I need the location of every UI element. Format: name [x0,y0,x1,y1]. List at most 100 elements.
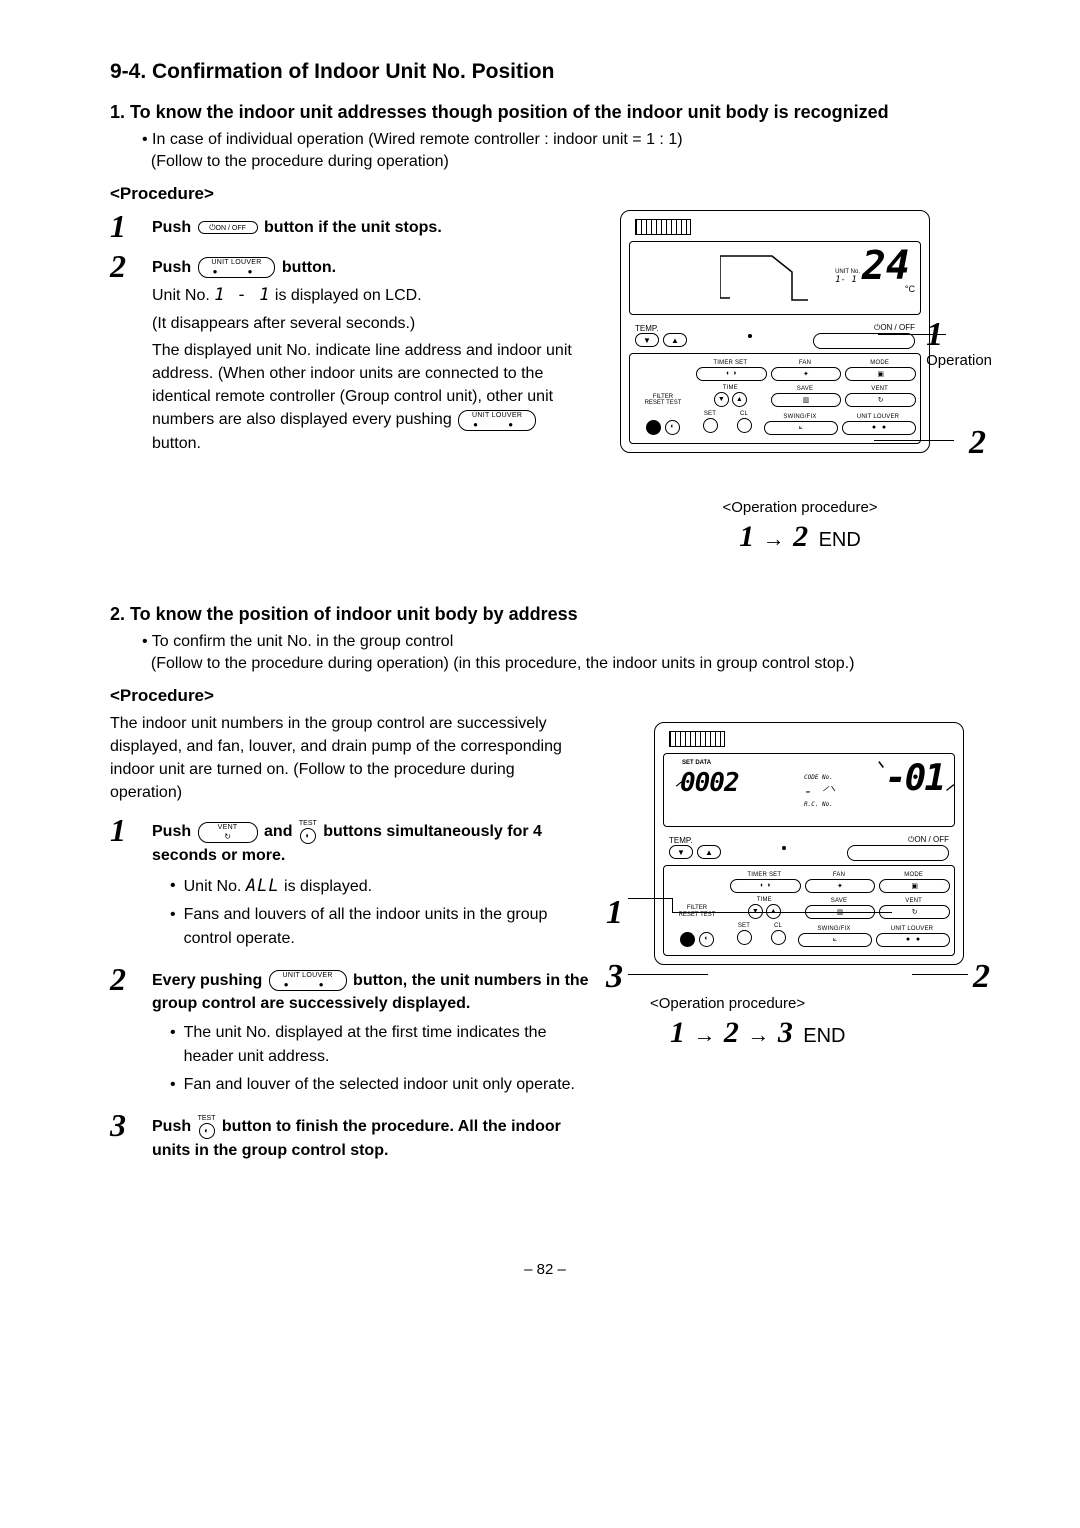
op-flow-1: 1 → 2 END [620,520,980,554]
s2-step1-a: Push [152,824,196,841]
vent-label: VENT [845,386,914,392]
save-label: SAVE [771,386,840,392]
s2-step1-b1a: Unit No. [184,878,246,895]
lead-line-1h [672,912,892,913]
lead-line-2 [874,440,954,442]
lcd-set-data-label: SET DATA [682,760,711,766]
indicator-dot [748,334,752,338]
temp-down-button[interactable]: ▼ [669,845,693,859]
time-label: TIME [696,385,765,391]
s2-step2-a: Every pushing [152,972,267,989]
test-button-icon: TEST ◐ [198,1115,216,1139]
lcd-unit-value: 1- 1 [835,275,857,285]
s2-step1-mid: and [264,824,297,841]
test-button-icon: TEST ◐ [299,820,317,844]
op-proc-label-1: <Operation procedure> [620,499,980,516]
lcd-mid-text: CODE No. - ⸍⸌ R.C. No. [804,774,835,808]
sec1-step2: 2 Push UNIT LOUVER ● ● button. Unit No. … [110,250,590,455]
s2-step1-seg: ALL [246,876,280,896]
step2-line1-a: Push [152,259,196,276]
fan-label: FAN [805,872,874,878]
swing-fix-button[interactable]: ⟀ [764,421,838,435]
mode-button[interactable]: ▣ [879,879,950,893]
remote-diagram-2: SET DATA ⸍0002 CODE No. - ⸍⸌ R.C. No. ⸌ … [620,722,980,965]
unit-louver-label: UNIT LOUVER [842,414,914,420]
step-number: 2 [110,963,138,995]
fan-button[interactable]: ✦ [771,367,842,381]
lead-line-3 [628,974,708,976]
sec2-bullet: • To confirm the unit No. in the group c… [142,631,980,676]
remote-grille [635,219,691,235]
timer-set-button[interactable]: ◐ ◑ [730,879,801,893]
cl-button[interactable] [771,930,786,945]
s2-step1-b2: Fans and louvers of all the indoor units… [184,903,590,951]
remote-button-panel: TIMER SET◐ ◑ FAN✦ MODE▣ FILTER RESET TES… [629,353,921,444]
lcd-degc: °C [905,284,915,294]
callout-1-num: 1 [606,896,623,930]
callout-3-num: 3 [606,960,623,994]
step2-line2-b: is displayed on LCD. [275,287,422,304]
vent-button[interactable]: ↻ [845,393,916,407]
timer-set-label: TIMER SET [730,872,799,878]
filter-reset-button[interactable] [680,932,695,947]
time-up-button[interactable]: ▲ [732,392,747,407]
page-number: – 82 – [110,1261,980,1278]
sec2-title: 2. To know the position of indoor unit b… [110,604,980,625]
filter-reset-button[interactable] [646,420,661,435]
cl-button[interactable] [737,418,752,433]
step2-line2-a: Unit No. [152,287,214,304]
set-label: SET [696,411,724,417]
vent-button-icon: VENT ↻ [198,822,258,843]
set-button[interactable] [737,930,752,945]
mode-label: MODE [879,872,948,878]
onoff-button[interactable] [847,845,949,861]
s2-step1-b1b: is displayed. [280,878,373,895]
sec2-bullet-sub: (Follow to the procedure during operatio… [151,655,855,672]
op-proc-label-2: <Operation procedure> [650,995,980,1012]
temp-label: TEMP. [635,324,658,333]
test-button[interactable]: ◐ [699,932,714,947]
vent-label: VENT [879,898,948,904]
timer-set-label: TIMER SET [696,360,765,366]
remote-grille [669,731,725,747]
step1-text-a: Push [152,219,196,236]
sec2-step3: 3 Push TEST ◐ button to finish the proce… [110,1109,590,1162]
step1-text-b: button if the unit stops. [264,219,442,236]
sec1-title: 1. To know the indoor unit addresses tho… [110,102,980,123]
lead-line-1 [878,334,946,336]
step-number: 2 [110,250,138,282]
time-down-button[interactable]: ▼ [714,392,729,407]
swing-fix-button[interactable]: ⟀ [798,933,872,947]
op-flow-2: 1 → 2 → 3 END [670,1016,980,1050]
set-label: SET [730,923,758,929]
remote-diagram-1: UNIT No. 1- 1 24 °C TEMP. ▼ ▲ [620,210,980,453]
lcd-left-value: ⸍0002 [674,768,739,798]
set-button[interactable] [703,418,718,433]
temp-up-button[interactable]: ▲ [697,845,721,859]
time-label: TIME [730,897,799,903]
unit-louver-label: UNIT LOUVER [876,926,948,932]
test-button[interactable]: ◐ [665,420,680,435]
indicator-dot [782,846,786,850]
callout-2-num: 2 [969,426,986,460]
unit-louver-button[interactable]: ● ● [876,933,950,947]
save-button[interactable]: ▥ [771,393,842,407]
temp-down-button[interactable]: ▼ [635,333,659,347]
timer-set-button[interactable]: ◐ ◑ [696,367,767,381]
mode-label: MODE [845,360,914,366]
cl-label: CL [764,923,792,929]
s2-step2-b2: Fan and louver of the selected indoor un… [184,1073,575,1097]
unit-louver-button-icon: UNIT LOUVER ● ● [458,410,536,431]
fan-button[interactable]: ✦ [805,879,876,893]
mode-button[interactable]: ▣ [845,367,916,381]
temp-up-button[interactable]: ▲ [663,333,687,347]
onoff-label: ⏻ON / OFF [908,835,949,844]
unit-louver-button[interactable]: ● ● [842,421,916,435]
step2-line1-b: button. [282,259,336,276]
lcd-right-value: ⸌ -01 ⸍ [885,758,944,799]
sec2-step2: 2 Every pushing UNIT LOUVER ● ● button, … [110,963,590,1101]
sec1-bullet-sub: (Follow to the procedure during operatio… [151,153,449,170]
unit-louver-button-icon: UNIT LOUVER ● ● [198,257,276,278]
step2-line3: (It disappears after several seconds.) [152,312,590,335]
remote-lcd: SET DATA ⸍0002 CODE No. - ⸍⸌ R.C. No. ⸌ … [663,753,955,827]
